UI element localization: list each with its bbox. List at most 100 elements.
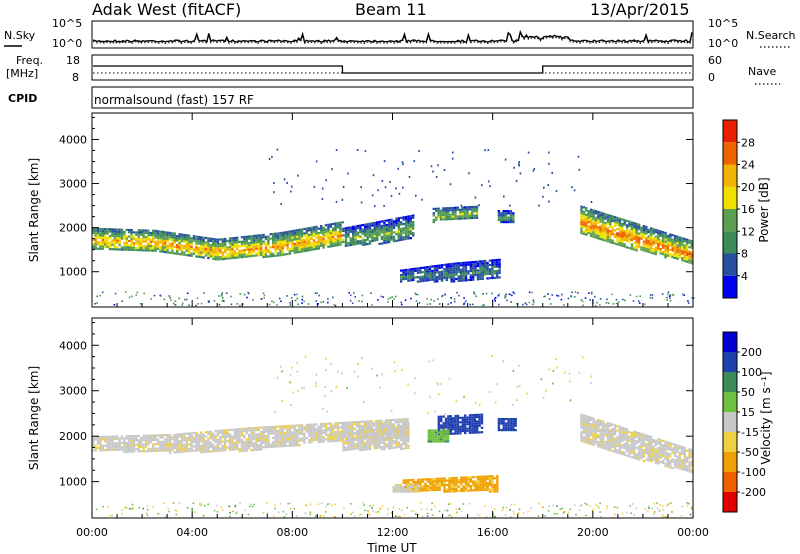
echo-cell xyxy=(298,228,301,231)
echo-cell xyxy=(592,211,595,214)
echo-cell xyxy=(390,227,393,230)
ground-scatter xyxy=(482,304,484,307)
echo-cell xyxy=(352,243,355,246)
echo-cell xyxy=(514,420,517,423)
echo-cell xyxy=(336,439,340,442)
echo-cell xyxy=(652,230,655,233)
echo-cell xyxy=(657,242,660,245)
echo-cell xyxy=(582,221,586,224)
echo-cell xyxy=(200,444,203,447)
echo-cell xyxy=(424,275,427,278)
echo-speckle xyxy=(548,200,550,203)
echo-cell xyxy=(231,241,234,244)
ground-scatter xyxy=(244,509,247,511)
echo-cell xyxy=(324,243,328,247)
echo-cell xyxy=(512,218,515,221)
echo-cell xyxy=(597,213,600,216)
echo-cell xyxy=(252,239,256,242)
echo-cell xyxy=(616,243,619,246)
echo-cell xyxy=(361,239,364,242)
echo-cell xyxy=(120,437,124,440)
nsky-label: N.Sky xyxy=(4,29,36,42)
echo-cell xyxy=(183,244,186,248)
echo-cell xyxy=(640,237,643,240)
echo-cell xyxy=(392,426,396,429)
echo-cell xyxy=(348,428,352,431)
echo-cell xyxy=(267,430,270,433)
echo-cell xyxy=(344,423,347,427)
ground-scatter xyxy=(469,303,471,306)
echo-cell xyxy=(188,450,191,453)
echo-cell xyxy=(609,438,612,441)
echo-cell xyxy=(221,253,224,256)
echo-cell xyxy=(469,267,472,270)
echo-cell xyxy=(400,434,403,437)
echo-cell xyxy=(659,445,662,448)
echo-cell xyxy=(621,439,624,442)
echo-cell xyxy=(481,264,484,267)
echo-cell xyxy=(226,433,229,436)
echo-cell xyxy=(322,422,325,426)
echo-cell xyxy=(96,447,100,450)
echo-cell xyxy=(652,441,655,444)
echo-cell xyxy=(642,240,646,243)
echo-cell xyxy=(144,249,148,252)
echo-cell xyxy=(347,235,350,238)
echo-cell xyxy=(463,212,467,216)
echo-cell xyxy=(400,221,403,224)
echo-cell xyxy=(176,239,179,242)
echo-cell xyxy=(599,213,602,216)
echo-cell xyxy=(454,211,457,214)
echo-cell xyxy=(428,265,432,268)
echo-cell xyxy=(216,249,220,252)
echo-cell xyxy=(448,265,451,268)
echo-cell xyxy=(467,261,470,264)
echo-cell xyxy=(439,431,442,434)
echo-cell xyxy=(585,421,588,424)
echo-cell xyxy=(195,431,198,434)
echo-cell xyxy=(383,445,386,448)
echo-cell xyxy=(450,273,453,277)
echo-cell xyxy=(255,426,258,429)
echo-cell xyxy=(504,424,508,427)
echo-cell xyxy=(649,234,653,237)
echo-cell xyxy=(233,256,236,259)
echo-cell xyxy=(224,440,227,443)
echo-cell xyxy=(286,252,289,256)
echo-cell xyxy=(269,255,272,258)
echo-cell xyxy=(450,483,453,486)
echo-cell xyxy=(440,420,443,423)
echo-cell xyxy=(478,431,481,434)
echo-cell xyxy=(678,243,682,246)
ground-scatter xyxy=(505,506,508,509)
echo-cell xyxy=(580,413,583,416)
echo-cell xyxy=(488,488,492,491)
echo-cell xyxy=(339,437,342,440)
echo-cell xyxy=(317,227,320,230)
echo-cell xyxy=(493,486,497,489)
echo-cell xyxy=(404,422,408,426)
echo-cell xyxy=(161,241,164,244)
echo-cell xyxy=(317,427,320,430)
echo-cell xyxy=(452,280,456,283)
ground-scatter xyxy=(322,300,325,303)
echo-cell xyxy=(498,260,501,264)
echo-cell xyxy=(647,239,650,242)
echo-cell xyxy=(669,253,672,256)
echo-cell xyxy=(236,243,239,246)
echo-cell xyxy=(416,269,420,272)
echo-cell xyxy=(284,440,287,443)
echo-cell xyxy=(460,275,463,278)
echo-speckle xyxy=(372,174,375,177)
echo-cell xyxy=(135,437,138,440)
echo-cell xyxy=(419,478,422,481)
echo-cell xyxy=(601,212,605,215)
echo-cell xyxy=(176,446,179,449)
echo-cell xyxy=(250,252,253,255)
echo-cell xyxy=(690,464,694,467)
echo-cell xyxy=(315,436,318,439)
echo-cell xyxy=(260,441,263,445)
echo-cell xyxy=(243,235,246,239)
echo-cell xyxy=(106,230,109,233)
echo-cell xyxy=(320,434,323,437)
